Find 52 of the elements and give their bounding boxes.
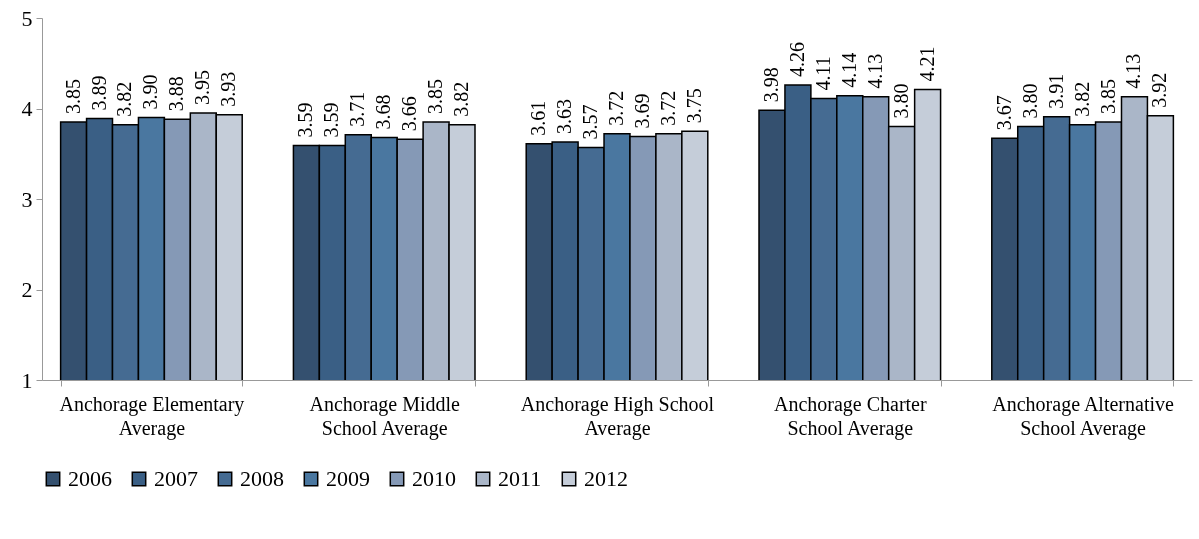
data-label: 3.85 <box>61 79 84 115</box>
data-label: 3.72 <box>656 90 679 126</box>
data-label: 3.85 <box>424 79 447 115</box>
data-label: 3.71 <box>346 91 369 127</box>
legend-label: 2011 <box>498 466 542 491</box>
legend-label: 2006 <box>68 466 112 491</box>
legend-label: 2007 <box>154 466 198 491</box>
data-label: 3.91 <box>1044 73 1067 109</box>
y-tick-label: 5 <box>21 5 33 31</box>
data-label: 3.61 <box>527 100 550 136</box>
data-label: 3.80 <box>1018 83 1041 119</box>
data-label: 3.89 <box>87 75 110 111</box>
data-label: 3.93 <box>217 71 240 107</box>
data-label: 4.13 <box>1122 53 1145 89</box>
data-label: 3.88 <box>165 76 188 112</box>
data-label: 3.57 <box>579 104 602 140</box>
data-label: 3.98 <box>759 67 782 103</box>
data-label: 3.82 <box>113 81 136 117</box>
data-label: 4.14 <box>837 52 860 88</box>
data-label: 4.13 <box>863 53 886 89</box>
data-label: 3.69 <box>630 93 653 129</box>
data-label: 3.68 <box>372 94 395 130</box>
data-label: 3.66 <box>398 96 421 132</box>
legend-label: 2012 <box>584 466 628 491</box>
data-label: 3.59 <box>320 102 343 138</box>
data-label: 3.90 <box>139 74 162 110</box>
data-label: 4.21 <box>915 46 938 82</box>
legend-label: 2009 <box>326 466 370 491</box>
data-label: 3.82 <box>1070 81 1093 117</box>
x-tick-label: Anchorage Elementary Average <box>59 392 245 440</box>
data-label: 3.82 <box>450 81 473 117</box>
y-tick-label: 3 <box>21 186 33 212</box>
y-tick-label: 4 <box>21 96 33 121</box>
data-label: 3.67 <box>992 95 1015 131</box>
data-label: 3.80 <box>889 83 912 119</box>
data-label: 3.63 <box>553 98 576 134</box>
legend-label: 2010 <box>412 466 456 491</box>
data-label: 3.72 <box>605 90 627 126</box>
x-tick-label: Anchorage Charter School Average <box>773 392 927 440</box>
x-tick-label: Anchorage Alternative School Average <box>992 392 1175 440</box>
data-label: 3.75 <box>682 88 705 124</box>
data-label: 3.85 <box>1096 79 1119 115</box>
data-label: 3.59 <box>294 102 317 138</box>
x-tick-label: Anchorage Middle School Average <box>309 392 461 440</box>
data-label: 4.11 <box>811 56 834 91</box>
y-tick-label: 1 <box>21 367 33 393</box>
data-label: 3.95 <box>191 70 214 106</box>
data-label: 3.92 <box>1148 72 1171 108</box>
data-label: 4.26 <box>785 41 808 77</box>
y-tick-label: 2 <box>21 277 33 302</box>
legend-label: 2008 <box>240 466 284 491</box>
x-tick-label: Anchorage High School Average <box>520 392 715 440</box>
